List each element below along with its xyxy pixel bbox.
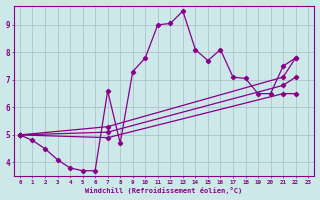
X-axis label: Windchill (Refroidissement éolien,°C): Windchill (Refroidissement éolien,°C): [85, 187, 243, 194]
